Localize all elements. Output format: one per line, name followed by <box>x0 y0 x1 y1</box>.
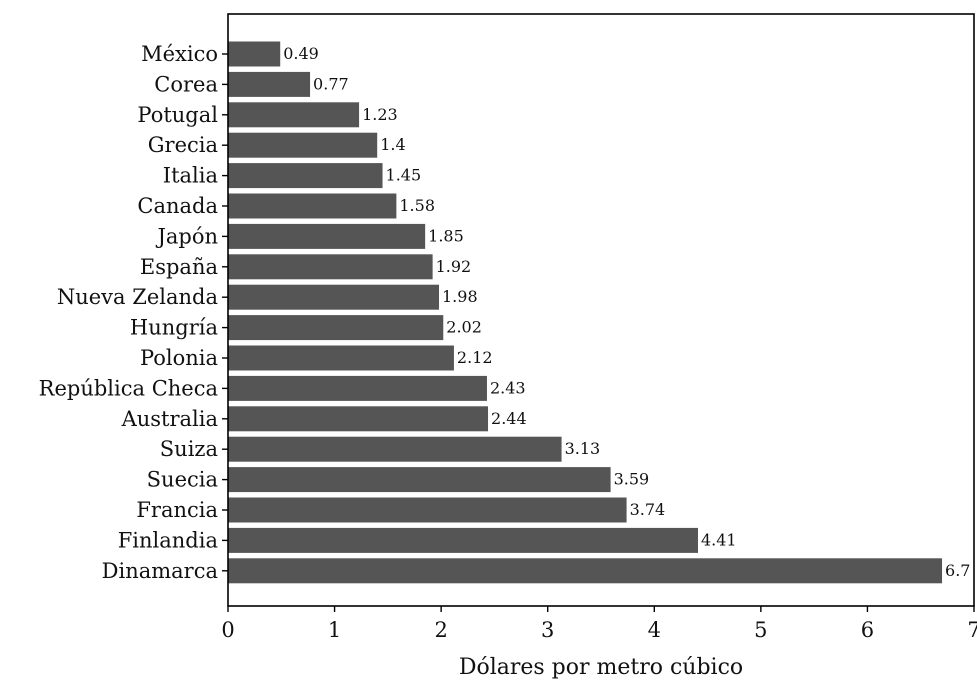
category-label: Corea <box>154 72 218 96</box>
category-label: Suiza <box>160 437 218 461</box>
category-label: Japón <box>155 224 218 248</box>
x-tick-label: 7 <box>967 618 977 642</box>
value-label: 1.85 <box>428 226 464 245</box>
category-label: Polonia <box>140 346 218 370</box>
bar <box>228 345 454 371</box>
x-tick-label: 5 <box>754 618 767 642</box>
bar <box>228 406 489 432</box>
value-label: 2.12 <box>457 348 493 367</box>
bar <box>228 102 360 128</box>
bar <box>228 163 383 189</box>
x-tick-label: 6 <box>861 618 874 642</box>
bar <box>228 193 397 219</box>
x-tick-label: 2 <box>434 618 447 642</box>
value-label: 1.58 <box>399 196 435 215</box>
value-label: 2.44 <box>491 409 527 428</box>
bar <box>228 71 311 97</box>
category-label: España <box>140 255 218 279</box>
category-label: Potugal <box>137 103 218 127</box>
value-label: 1.4 <box>380 135 405 154</box>
x-tick-label: 3 <box>541 618 554 642</box>
bar <box>228 467 611 493</box>
category-label: República Checa <box>39 376 218 400</box>
value-label: 3.13 <box>565 439 601 458</box>
category-label: México <box>141 42 218 66</box>
category-label: Francia <box>136 498 218 522</box>
bar <box>228 436 562 462</box>
category-label: Suecia <box>147 468 218 492</box>
value-label: 2.43 <box>490 378 526 397</box>
value-labels: 0.49 0.77 1.23 1.4 1.45 1.58 1.85 1.92 1.98 2.02 2… <box>283 44 970 580</box>
bar <box>228 254 433 280</box>
value-label: 2.02 <box>446 318 482 337</box>
category-label: Dinamarca <box>102 559 218 583</box>
x-axis-ticks: 0 1 2 3 4 5 6 7 <box>221 606 977 642</box>
bar <box>228 558 943 584</box>
category-labels: México Corea Potugal Grecia Italia Canada Japó… <box>39 42 228 583</box>
bar <box>228 132 378 158</box>
bar <box>228 41 281 67</box>
plot-frame <box>227 13 975 607</box>
bar <box>228 284 440 310</box>
value-label: 4.41 <box>701 530 737 549</box>
category-label: Nueva Zelanda <box>57 285 218 309</box>
value-label: 3.59 <box>614 470 650 489</box>
bar <box>228 315 444 341</box>
value-label: 0.77 <box>313 74 349 93</box>
category-label: Australia <box>121 407 218 431</box>
bars-group <box>228 41 943 584</box>
value-label: 1.45 <box>386 166 422 185</box>
bar <box>228 375 487 401</box>
x-tick-label: 4 <box>648 618 661 642</box>
value-label: 1.23 <box>362 105 398 124</box>
bar <box>228 497 627 523</box>
category-label: Canada <box>137 194 218 218</box>
value-label: 1.92 <box>436 257 472 276</box>
x-tick-label: 1 <box>328 618 341 642</box>
value-label: 1.98 <box>442 287 478 306</box>
category-label: Hungría <box>130 316 218 340</box>
category-label: Grecia <box>148 133 218 157</box>
category-label: Finlandia <box>118 528 218 552</box>
bar <box>228 527 698 553</box>
category-label: Italia <box>163 164 218 188</box>
x-axis-title: Dólares por metro cúbico <box>459 655 743 680</box>
value-label: 0.49 <box>283 44 319 63</box>
x-tick-label: 0 <box>221 618 234 642</box>
bar <box>228 223 426 249</box>
value-label: 3.74 <box>630 500 666 519</box>
value-label: 6.7 <box>945 561 970 580</box>
